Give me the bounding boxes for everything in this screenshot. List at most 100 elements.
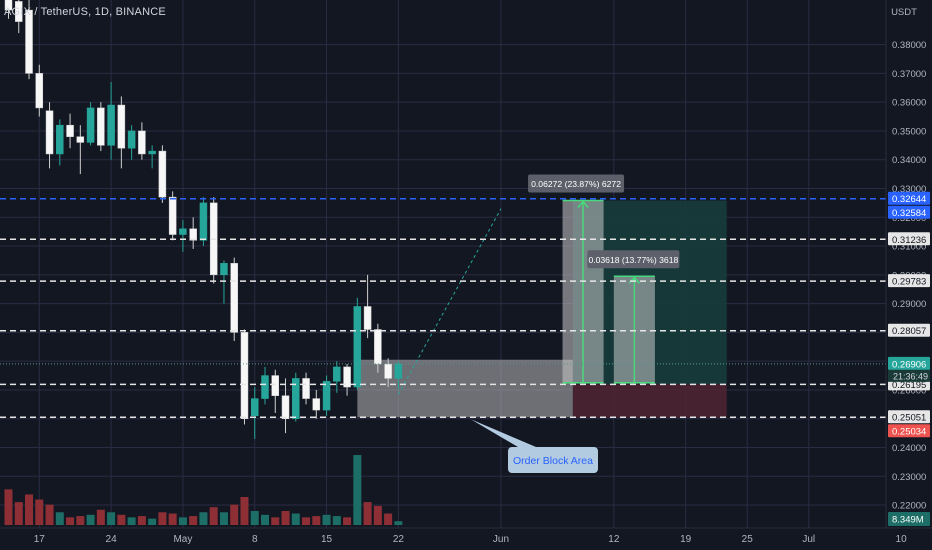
price-range-measure: 0.03618 (13.77%) 3618 [587, 250, 680, 384]
volume-bar [343, 517, 352, 525]
volume-bar [353, 455, 362, 525]
volume-bar [302, 517, 311, 525]
currency-label: USDT [891, 7, 917, 18]
candle [4, 0, 13, 19]
symbol-title: AGIX / TetherUS, 1D, BINANCE [4, 6, 166, 18]
candle-body [25, 9, 33, 74]
candle-body [199, 202, 208, 241]
time-tick-label: 22 [393, 534, 405, 545]
time-tick-label: Jun [493, 534, 509, 545]
price-badge-bg [888, 274, 930, 288]
volume-bar [291, 513, 300, 525]
volume-bar [45, 504, 54, 525]
candle-body [220, 263, 228, 276]
candle [240, 329, 249, 425]
volume-bar [189, 516, 198, 525]
price-badge-bg [888, 410, 930, 424]
time-tick-label: 25 [742, 534, 754, 545]
volume-bar [158, 512, 167, 525]
price-badge: 0.28057 [892, 326, 926, 337]
price-tick-label: 0.31000 [892, 242, 926, 253]
volume-bar [332, 516, 341, 525]
volume-bar [55, 512, 64, 525]
time-tick-label: 8 [252, 534, 258, 545]
price-tick-label: 0.36000 [892, 98, 926, 109]
volume-bar [199, 512, 208, 525]
measure-label-bg [528, 174, 625, 193]
price-tick-label: 0.22000 [892, 501, 926, 512]
measure-arrowhead [577, 200, 589, 208]
candle [45, 102, 54, 169]
time-tick-label: 12 [608, 534, 620, 545]
price-tick-label: 0.37000 [892, 69, 926, 80]
candle-body [138, 130, 146, 155]
candle-body [230, 263, 238, 333]
candle [292, 372, 300, 422]
volume-bar [209, 507, 218, 525]
time-tick-label: 19 [680, 534, 692, 545]
volume-bar [178, 517, 187, 525]
candle-body [271, 375, 280, 396]
candle-body [343, 366, 351, 388]
candle [261, 366, 269, 405]
price-badge: 0.31236 [892, 235, 926, 246]
candle-body [363, 306, 372, 330]
price-badge-bg [888, 205, 930, 219]
price-badge-bg [888, 424, 930, 438]
candle [230, 257, 238, 342]
candle-body [35, 73, 44, 109]
countdown-timer: 21:36:49 [893, 371, 928, 381]
candle-body [97, 107, 105, 146]
countdown-bg [888, 369, 930, 382]
loss-zone [572, 384, 727, 418]
candle [333, 361, 341, 393]
volume-bar [148, 518, 157, 525]
candle [384, 358, 392, 388]
candle [15, 0, 23, 34]
time-tick-label: 15 [321, 534, 333, 545]
price-badge: 0.32584 [892, 208, 926, 219]
candle-body [107, 104, 115, 146]
candle-body [45, 110, 54, 155]
price-tick-label: 0.34000 [892, 155, 926, 166]
volume-bar [168, 513, 177, 525]
time-axis: 17 24 May 8 15 22 Jun 12 19 25 Jul 10 [0, 527, 932, 550]
candle [312, 389, 321, 419]
order-block-callout: Order Block Area [470, 419, 598, 473]
volume-bar [281, 511, 290, 525]
candle [138, 122, 146, 160]
volume-bar [373, 505, 382, 525]
candle-body [281, 395, 290, 419]
volume-bar [127, 517, 136, 525]
candle-body [322, 381, 331, 411]
volume-bar [271, 517, 280, 525]
volume-bars [4, 455, 403, 525]
candle [302, 372, 310, 405]
grid-lines [0, 0, 902, 528]
time-tick-label: May [173, 534, 192, 545]
candle [179, 220, 187, 252]
candle-body [261, 375, 269, 399]
candle [35, 64, 44, 117]
volume-bar [107, 512, 116, 525]
volume-bar [66, 517, 75, 525]
volume-bar [96, 509, 105, 525]
candle [374, 323, 382, 373]
candle-body [148, 150, 156, 155]
candle [158, 145, 167, 203]
volume-bar [240, 497, 249, 525]
time-tick-label: Jul [802, 534, 815, 545]
price-tick-label: 0.26000 [892, 385, 926, 396]
candle-body [384, 363, 392, 379]
volume-badge: 8.349M [892, 515, 924, 526]
candle-body [168, 196, 177, 235]
volume-bar [25, 494, 34, 525]
price-tick-label: 0.24000 [892, 443, 926, 454]
candle-body [333, 366, 341, 382]
candle-body [250, 398, 259, 417]
time-tick-label: 17 [34, 534, 46, 545]
volume-bar [384, 513, 393, 525]
price-badges: 0.32644 0.32584 0.31236 0.29783 0.28057 0.269… [888, 191, 930, 526]
